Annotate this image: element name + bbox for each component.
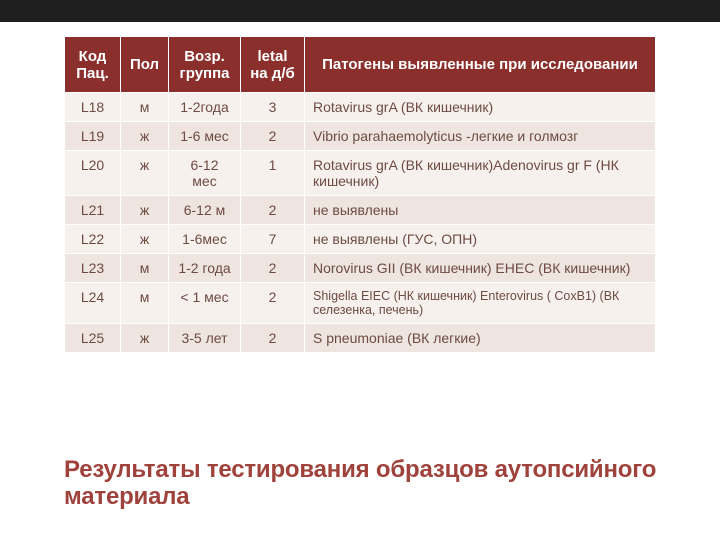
cell-letal: 2 [241, 283, 305, 324]
cell-pathogen: Rotavirus grA (ВК кишечник) [305, 93, 656, 122]
cell-code: L19 [65, 122, 121, 151]
slide-footer-title: Результаты тестирования образцов аутопси… [64, 457, 680, 510]
col-header-sex: Пол [121, 37, 169, 93]
cell-sex: ж [121, 122, 169, 151]
table-header-row: Код Пац. Пол Возр. группа letal на д/б П… [65, 37, 656, 93]
cell-code: L22 [65, 225, 121, 254]
cell-sex: м [121, 254, 169, 283]
cell-pathogen: Norovirus GII (ВК кишечник) ЕНЕС (ВК киш… [305, 254, 656, 283]
col-header-letal: letal на д/б [241, 37, 305, 93]
table-row: L22ж1-6мес7не выявлены (ГУС, ОПН) [65, 225, 656, 254]
cell-letal: 1 [241, 151, 305, 196]
cell-sex: ж [121, 225, 169, 254]
cell-age: 1-2 года [169, 254, 241, 283]
cell-code: L25 [65, 324, 121, 353]
table-row: L19ж1-6 мес2Vibrio parahaemolyticus -лег… [65, 122, 656, 151]
cell-age: 6-12 м [169, 196, 241, 225]
cell-age: 1-6мес [169, 225, 241, 254]
col-header-age: Возр. группа [169, 37, 241, 93]
slide-top-bar [0, 0, 720, 22]
table-row: L24м< 1 мес2Shigella EIEC (НК кишечник) … [65, 283, 656, 324]
cell-sex: ж [121, 196, 169, 225]
cell-letal: 2 [241, 254, 305, 283]
table-row: L25ж3-5 лет2S pneumoniae (ВК легкие) [65, 324, 656, 353]
cell-pathogen: Shigella EIEC (НК кишечник) Enterovirus … [305, 283, 656, 324]
cell-letal: 7 [241, 225, 305, 254]
cell-letal: 2 [241, 196, 305, 225]
cell-sex: ж [121, 324, 169, 353]
cell-code: L18 [65, 93, 121, 122]
cell-sex: м [121, 93, 169, 122]
cell-letal: 3 [241, 93, 305, 122]
col-header-path: Патогены выявленные при исследовании [305, 37, 656, 93]
cell-age: 3-5 лет [169, 324, 241, 353]
table-row: L23м1-2 года2Norovirus GII (ВК кишечник)… [65, 254, 656, 283]
cell-letal: 2 [241, 324, 305, 353]
col-header-code: Код Пац. [65, 37, 121, 93]
table-body: L18м1-2года3Rotavirus grA (ВК кишечник)L… [65, 93, 656, 353]
cell-pathogen: не выявлены [305, 196, 656, 225]
cell-age: 6-12 мес [169, 151, 241, 196]
cell-pathogen: Rotavirus grA (ВК кишечник)Adenovirus gr… [305, 151, 656, 196]
table-container: Код Пац. Пол Возр. группа letal на д/б П… [0, 22, 720, 357]
cell-pathogen: S pneumoniae (ВК легкие) [305, 324, 656, 353]
cell-letal: 2 [241, 122, 305, 151]
table-row: L21ж6-12 м2не выявлены [65, 196, 656, 225]
cell-pathogen: Vibrio parahaemolyticus -легкие и голмоз… [305, 122, 656, 151]
cell-age: 1-6 мес [169, 122, 241, 151]
results-table: Код Пац. Пол Возр. группа letal на д/б П… [64, 36, 656, 353]
cell-pathogen: не выявлены (ГУС, ОПН) [305, 225, 656, 254]
cell-age: < 1 мес [169, 283, 241, 324]
cell-code: L24 [65, 283, 121, 324]
cell-code: L20 [65, 151, 121, 196]
table-row: L20ж6-12 мес1Rotavirus grA (ВК кишечник)… [65, 151, 656, 196]
cell-code: L23 [65, 254, 121, 283]
cell-code: L21 [65, 196, 121, 225]
cell-sex: ж [121, 151, 169, 196]
cell-age: 1-2года [169, 93, 241, 122]
table-row: L18м1-2года3Rotavirus grA (ВК кишечник) [65, 93, 656, 122]
cell-sex: м [121, 283, 169, 324]
